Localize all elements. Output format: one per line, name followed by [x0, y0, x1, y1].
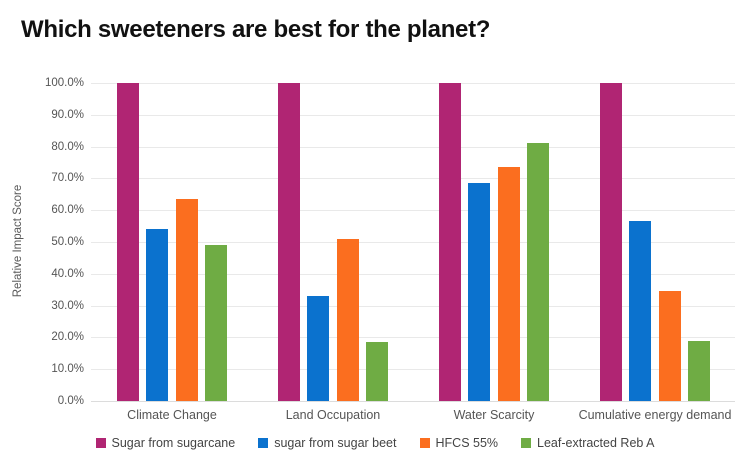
- x-category-label: Climate Change: [127, 408, 217, 422]
- y-tick-label: 100.0%: [44, 77, 84, 89]
- bar-sugar-from-sugar-beet: [468, 183, 491, 401]
- y-tick-label: 30.0%: [51, 299, 84, 312]
- bar-sugar-from-sugarcane: [117, 83, 139, 401]
- bar-sugar-from-sugarcane: [600, 83, 622, 401]
- bar-leaf-extracted-reb-a: [526, 143, 549, 401]
- gridline: [91, 337, 735, 339]
- bar-chart: Relative Impact Score Sugar from sugarca…: [0, 56, 750, 466]
- bar-leaf-extracted-reb-a: [365, 342, 388, 401]
- x-category-label: Land Occupation: [285, 408, 381, 422]
- y-tick-label: 80.0%: [51, 140, 84, 153]
- x-category-label: Water Scarcity: [453, 408, 535, 422]
- bar-group: [600, 83, 710, 401]
- legend-swatch: [95, 438, 106, 448]
- legend-label: Sugar from sugarcane: [111, 436, 236, 450]
- y-tick-label: 40.0%: [51, 267, 84, 280]
- gridline: [91, 369, 735, 371]
- bar-group: [439, 83, 549, 401]
- y-tick-label: 60.0%: [51, 204, 84, 217]
- legend-swatch: [258, 438, 269, 448]
- bar-leaf-extracted-reb-a: [687, 340, 710, 401]
- legend-item: HFCS 55%: [419, 436, 499, 450]
- legend-item: Leaf-extracted Reb A: [521, 436, 654, 450]
- bar-hfcs-55-: [658, 291, 681, 401]
- bar-sugar-from-sugar-beet: [629, 221, 652, 401]
- legend-item: Sugar from sugarcane: [95, 436, 236, 450]
- y-tick-label: 90.0%: [51, 108, 84, 121]
- gridline: [91, 210, 735, 212]
- y-tick-label: 0.0%: [57, 395, 84, 407]
- gridline: [91, 273, 735, 275]
- y-tick-label: 10.0%: [51, 363, 84, 376]
- bar-sugar-from-sugar-beet: [307, 296, 330, 401]
- bar-hfcs-55-: [497, 167, 520, 401]
- gridline: [91, 114, 735, 116]
- legend-label: Leaf-extracted Reb A: [537, 436, 655, 450]
- bar-hfcs-55-: [336, 238, 359, 401]
- bar-group: [278, 83, 388, 401]
- bar-sugar-from-sugar-beet: [146, 229, 169, 401]
- bar-sugar-from-sugarcane: [278, 83, 300, 401]
- legend-label: sugar from sugar beet: [274, 436, 397, 450]
- y-tick-label: 50.0%: [51, 236, 84, 248]
- gridline: [91, 305, 735, 307]
- gridline: [91, 242, 735, 243]
- chart-title: Which sweeteners are best for the planet…: [21, 16, 491, 43]
- bar-sugar-from-sugarcane: [439, 83, 461, 401]
- legend: Sugar from sugarcane sugar from sugar bee…: [0, 436, 750, 450]
- gridline: [91, 178, 735, 180]
- legend-label: HFCS 55%: [435, 436, 499, 450]
- gridline: [91, 146, 735, 148]
- legend-item: sugar from sugar beet: [258, 436, 397, 450]
- y-tick-label: 20.0%: [51, 331, 84, 344]
- gridline: [91, 83, 735, 84]
- bar-hfcs-55-: [175, 199, 198, 401]
- y-tick-label: 70.0%: [51, 172, 84, 185]
- bar-leaf-extracted-reb-a: [204, 245, 227, 401]
- x-category-label: Cumulative energy demand: [578, 408, 732, 422]
- legend-swatch: [521, 438, 532, 448]
- legend-swatch: [419, 438, 430, 448]
- plot-area: [91, 83, 735, 402]
- bar-group: [117, 83, 227, 401]
